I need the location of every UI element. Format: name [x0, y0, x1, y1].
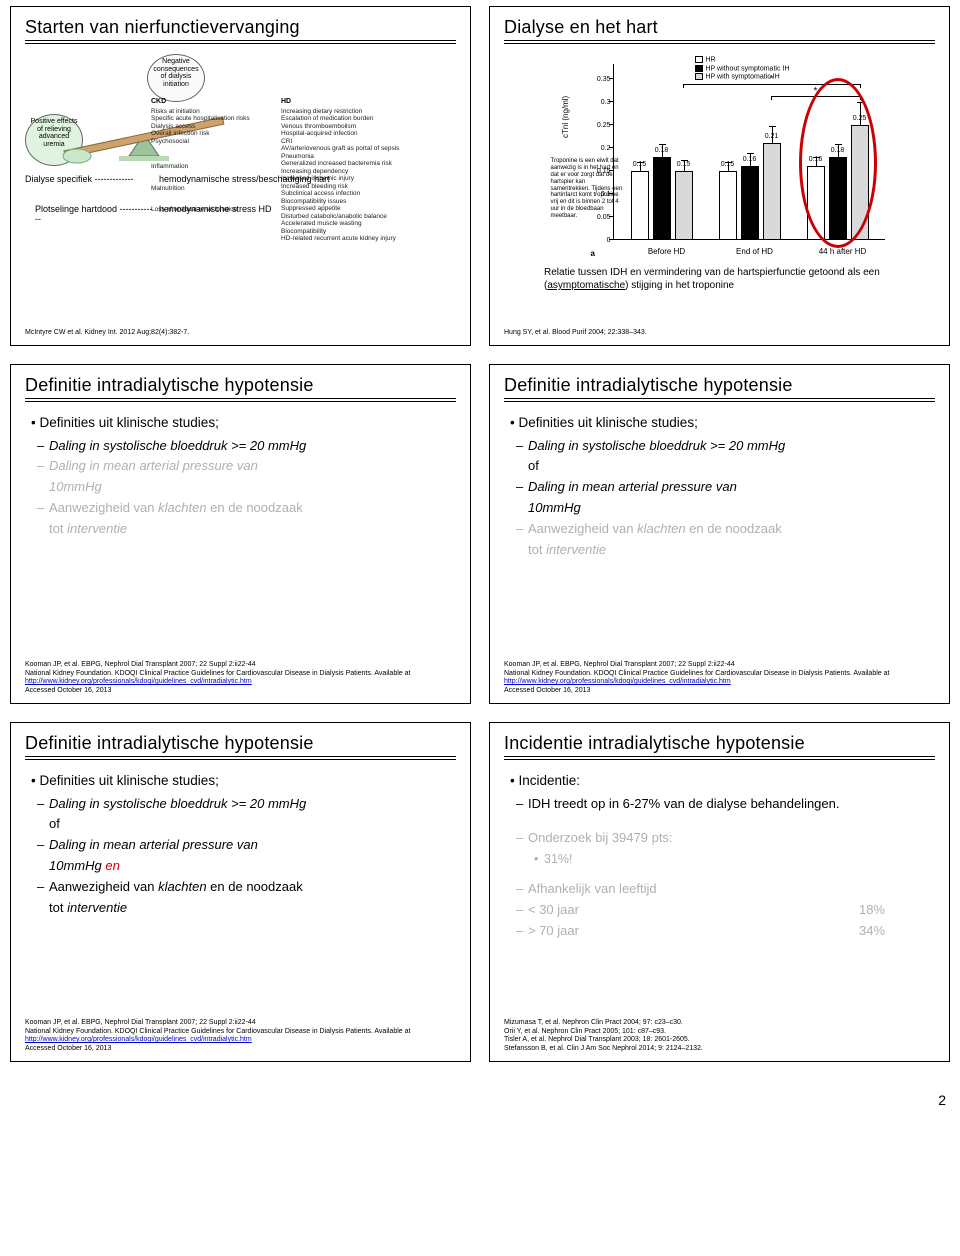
- chart-note: Troponine is een eiwit dat aanwezig is i…: [551, 158, 625, 220]
- slide-title: Dialyse en het hart: [504, 17, 935, 41]
- slide-5: Definitie intradialytische hypotensie De…: [10, 722, 471, 1062]
- y-axis-label: cTnl (ng/ml): [561, 96, 570, 138]
- divider: [25, 759, 456, 760]
- divider: [504, 759, 935, 760]
- xcat-end: End of HD: [715, 247, 795, 256]
- col-ckd-head: CKD: [151, 98, 166, 105]
- col-hd-head: HD: [281, 98, 291, 105]
- divider: [25, 401, 456, 402]
- reference: Kooman JP, et al. EBPG, Nephrol Dial Tra…: [25, 661, 456, 695]
- slide-6: Incidentie intradialytische hypotensie I…: [489, 722, 950, 1062]
- slide-title: Incidentie intradialytische hypotensie: [504, 733, 935, 757]
- divider: [25, 43, 456, 44]
- reference: Kooman JP, et al. EBPG, Nephrol Dial Tra…: [25, 1019, 456, 1053]
- xcat-before: Before HD: [627, 247, 707, 256]
- reference: McIntyre CW et al. Kidney Int. 2012 Aug;…: [25, 329, 456, 337]
- panel-label-a: a: [591, 249, 595, 258]
- annot-hd: Plotselinge hartdood -------------: [25, 204, 155, 224]
- highlight-circle: [799, 78, 877, 248]
- chart-legend: HR HP without symptomatic IH HP with sym…: [695, 56, 790, 82]
- ref-link[interactable]: http://www.kidney.org/professionals/kdoq…: [25, 1036, 252, 1043]
- slide-title: Definitie intradialytische hypotensie: [25, 375, 456, 399]
- annot-dialyse-r: hemodynamische stress/beschadiging hart: [155, 174, 456, 184]
- ref-link[interactable]: http://www.kidney.org/professionals/kdoq…: [504, 678, 731, 685]
- slide-3: Definitie intradialytische hypotensie De…: [10, 364, 471, 704]
- page-number: 2: [10, 1092, 950, 1108]
- slide-title: Definitie intradialytische hypotensie: [504, 375, 935, 399]
- slide-title: Definitie intradialytische hypotensie: [25, 733, 456, 757]
- col-ckd-list: Risks at initiationSpecific acute hospit…: [151, 108, 271, 214]
- diagram-area: Positive effects of relieving advanced u…: [25, 54, 456, 329]
- oval-negative: Negative consequences of dialysis initia…: [147, 54, 205, 102]
- bar-chart: HR HP without symptomatic IH HP with sym…: [555, 58, 885, 258]
- reference: Kooman JP, et al. EBPG, Nephrol Dial Tra…: [504, 661, 935, 695]
- chart-caption: Relatie tussen IDH en vermindering van d…: [504, 266, 935, 292]
- reference: Mizumasa T, et al. Nephron Clin Pract 20…: [504, 1019, 935, 1053]
- divider: [504, 401, 935, 402]
- bullet-list: Definities uit klinische studies; Daling…: [25, 412, 456, 540]
- annot-hd-r: hemodynamische stress HD: [155, 204, 456, 224]
- slide-2: Dialyse en het hart HR HP without sympto…: [489, 6, 950, 346]
- slide-4: Definitie intradialytische hypotensie De…: [489, 364, 950, 704]
- slide-1: Starten van nierfunctievervanging Positi…: [10, 6, 471, 346]
- annot-dialyse: Dialyse specifiek -------------: [25, 174, 155, 184]
- ref-link[interactable]: http://www.kidney.org/professionals/kdoq…: [25, 678, 252, 685]
- bullet-list: Definities uit klinische studies; Daling…: [504, 412, 935, 560]
- divider: [504, 43, 935, 44]
- slide-grid: Starten van nierfunctievervanging Positi…: [10, 6, 950, 1062]
- reference: Hung SY, et al. Blood Purif 2004; 22:338…: [504, 329, 935, 337]
- slide-title: Starten van nierfunctievervanging: [25, 17, 456, 41]
- bullet-list: Incidentie: IDH treedt op in 6-27% van d…: [504, 770, 935, 942]
- bullet-list: Definities uit klinische studies; Daling…: [25, 770, 456, 918]
- xcat-44h: 44 h after HD: [803, 247, 883, 256]
